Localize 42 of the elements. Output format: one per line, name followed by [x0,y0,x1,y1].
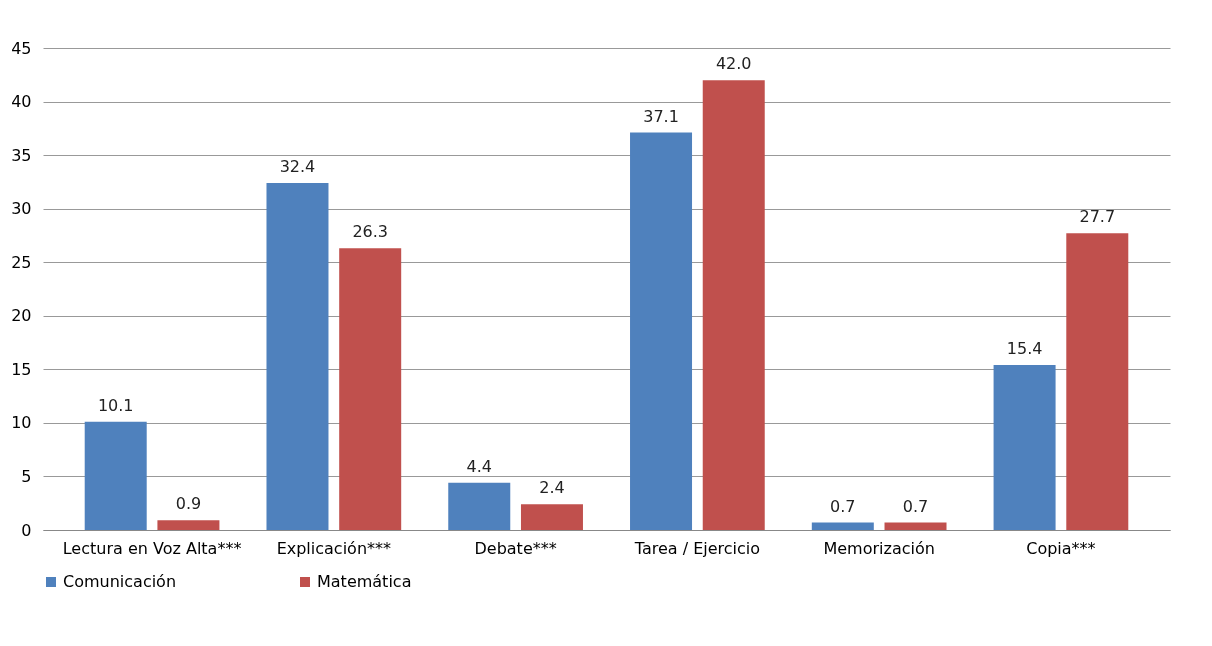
y-tick-label: 35 [11,145,32,165]
data-label: 32.4 [279,156,316,176]
bar [993,365,1056,530]
x-tick-label: Tarea / Ejercicio [633,538,761,558]
y-tick-label: 45 [11,38,32,58]
bar [448,482,511,530]
bar [630,132,693,530]
x-tick-label: Memorización [823,538,935,558]
data-label: 0.9 [175,494,202,514]
data-label: 15.4 [1006,339,1043,359]
bar [1066,233,1129,530]
data-label: 27.7 [1079,207,1116,227]
y-tick-label: 25 [11,252,32,272]
data-label: 2.4 [539,478,565,498]
data-label: 0.7 [902,496,929,516]
x-tick-label: Lectura en Voz Alta*** [62,538,242,558]
bar [811,522,874,530]
data-label: 26.3 [352,222,389,242]
y-tick-label: 0 [21,520,32,540]
data-label: 37.1 [643,106,679,126]
x-tick-label: Debate*** [474,538,557,558]
y-tick-label: 30 [11,199,32,219]
data-label: 10.1 [97,395,134,415]
bar [339,248,402,530]
bar [157,520,220,530]
data-label: 0.7 [830,496,856,516]
y-tick-label: 15 [11,359,32,379]
y-tick-label: 5 [21,466,32,486]
bar [84,421,147,530]
bar [520,504,583,530]
legend-label: Comunicación [63,572,177,591]
data-label: 42.0 [715,54,752,74]
bar [702,80,765,530]
data-label: 4.4 [466,456,492,476]
y-tick-label: 10 [11,413,32,433]
x-tick-label: Copia*** [1026,538,1096,558]
bar [266,182,329,530]
y-tick-label: 20 [11,306,32,326]
bar [884,522,947,530]
legend-label: Matemática [317,572,412,591]
y-tick-label: 40 [11,92,32,112]
x-tick-label: Explicación*** [276,538,392,558]
